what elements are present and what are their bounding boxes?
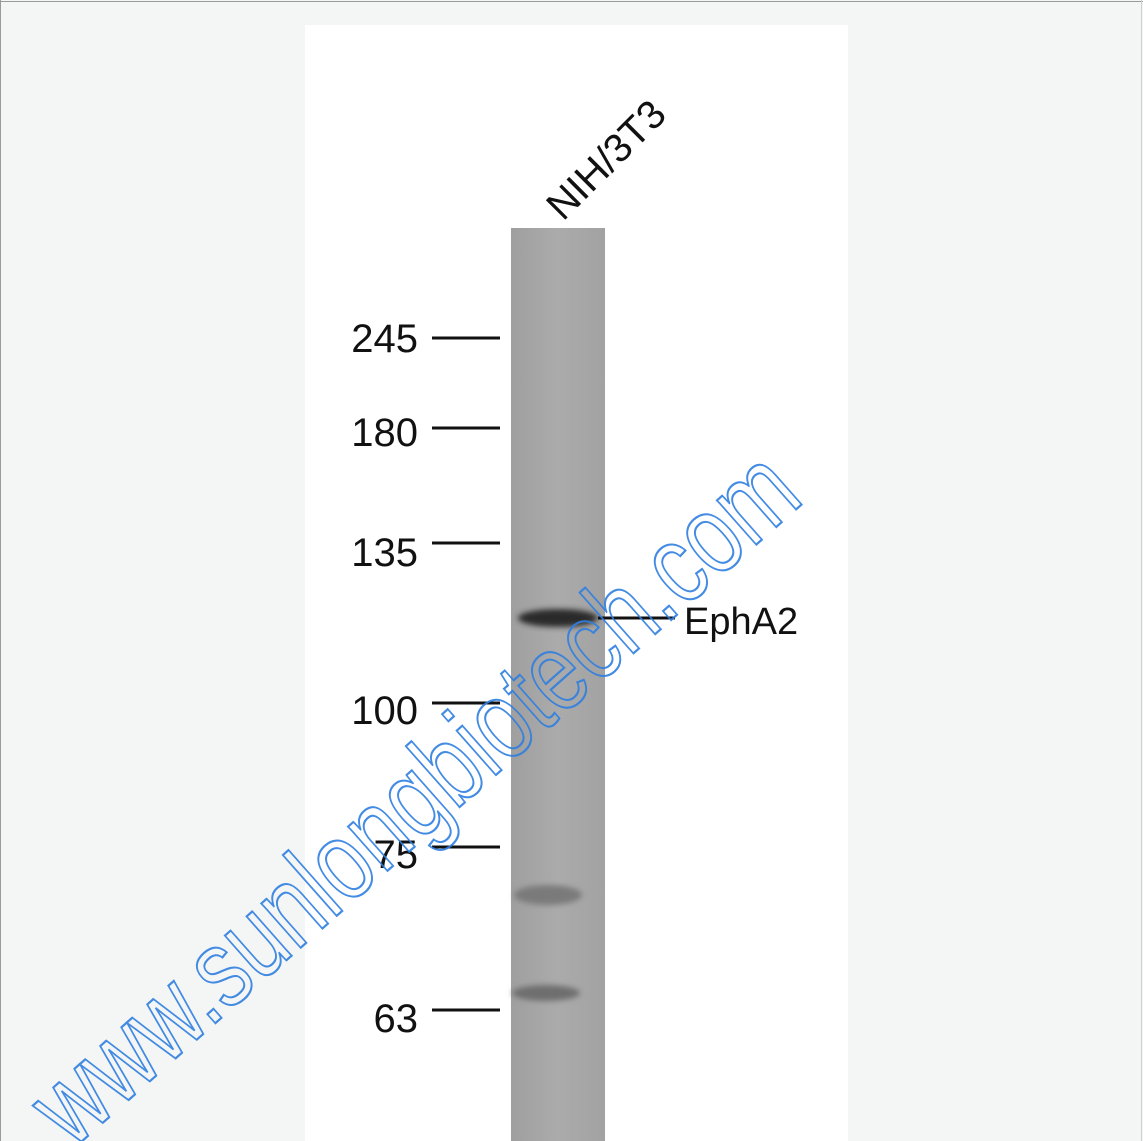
marker-label: 75: [374, 833, 419, 877]
band: [518, 609, 598, 627]
marker-label: 135: [351, 531, 418, 575]
band-label: EphA2: [684, 601, 798, 643]
marker-label: 63: [374, 997, 419, 1041]
band: [512, 985, 580, 1001]
marker-label: 180: [351, 411, 418, 455]
band: [514, 885, 582, 905]
marker-label: 245: [351, 317, 418, 361]
marker-group: 245 180 135 100 75 63: [351, 317, 500, 1041]
marker-label: 100: [351, 689, 418, 733]
